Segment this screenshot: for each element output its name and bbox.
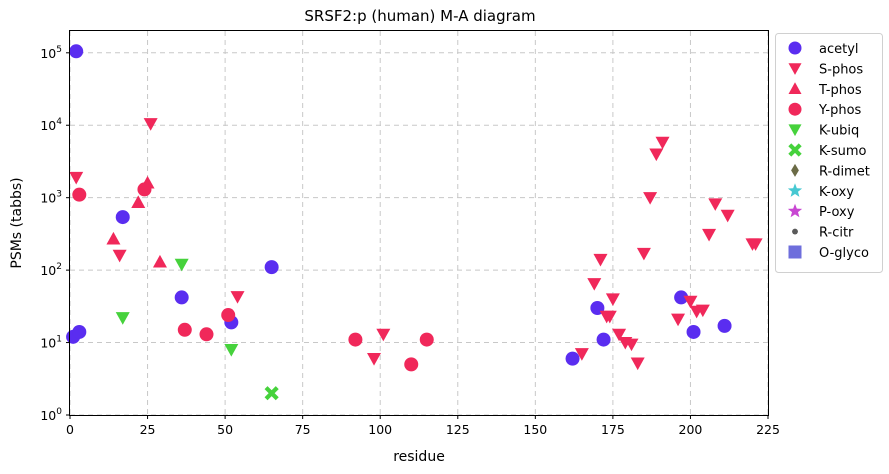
legend-marker-s-phos [788, 63, 802, 75]
data-point-acetyl [674, 290, 689, 305]
data-point-y-phos [404, 357, 419, 372]
legend-frame [775, 33, 883, 273]
data-point-acetyl [686, 324, 701, 339]
data-point-s-phos [367, 353, 382, 366]
x-tick-label: 125 [446, 422, 470, 437]
data-point-acetyl [565, 351, 580, 366]
legend-marker-k-ubiq [788, 124, 802, 137]
legend-marker-r-dimet [791, 163, 799, 177]
legend-label: Y-phos [818, 103, 862, 118]
data-point-s-phos [602, 310, 617, 324]
data-point-s-phos [143, 118, 158, 131]
legend-marker-y-phos [788, 102, 802, 116]
data-point-s-phos [655, 136, 670, 150]
y-tick-label: 101 [40, 335, 62, 351]
data-point-s-phos [649, 148, 664, 162]
x-tick-label: 25 [140, 422, 156, 437]
chart-title: SRSF2:p (human) M-A diagram [304, 7, 535, 25]
x-tick-label: 0 [66, 422, 74, 437]
data-point-k-ubiq [174, 258, 189, 272]
legend-label: T-phos [818, 83, 862, 98]
legend-marker-t-phos [788, 82, 802, 94]
data-point-acetyl [115, 210, 130, 225]
y-axis: 100 101 102 103 104 105 [40, 45, 70, 423]
data-point-s-phos [643, 192, 658, 205]
data-point-k-sumo [264, 386, 279, 401]
x-axis-label: residue [393, 449, 445, 465]
y-tick-label: 102 [40, 262, 62, 278]
legend-label: acetyl [819, 42, 859, 57]
data-point-t-phos [152, 254, 167, 268]
data-point-y-phos [137, 182, 152, 197]
y-tick-label: 104 [40, 117, 62, 133]
data-point-acetyl [264, 260, 279, 275]
legend-marker-k-sumo [788, 143, 802, 157]
data-point-acetyl [717, 318, 732, 333]
legend-label: R-citr [819, 226, 854, 241]
data-point-t-phos [106, 231, 121, 245]
legend: acetyl S-phos T-phos Y-phos K-ubiq K-sumo R-di… [775, 33, 883, 273]
legend-label: K-oxy [819, 185, 854, 200]
data-point-s-phos [636, 247, 651, 261]
x-tick-label: 75 [295, 422, 311, 437]
data-point-s-phos [605, 293, 620, 306]
data-point-s-phos [593, 253, 608, 267]
legend-label: K-ubiq [819, 124, 859, 139]
data-point-s-phos [708, 198, 723, 211]
data-point-s-phos [624, 338, 639, 352]
data-point-acetyl [174, 290, 189, 305]
plot-area [69, 30, 769, 416]
data-point-s-phos [630, 357, 645, 371]
x-tick-label: 50 [217, 422, 233, 437]
data-point-y-phos [72, 187, 87, 202]
x-tick-label: 175 [601, 422, 625, 437]
legend-label: S-phos [819, 62, 863, 77]
legend-label: O-glyco [819, 246, 869, 261]
y-tick-label: 100 [40, 407, 62, 423]
data-point-y-phos [348, 332, 363, 347]
data-point-s-phos [720, 209, 735, 223]
x-tick-label: 225 [756, 422, 780, 437]
data-point-s-phos [69, 171, 84, 185]
data-point-s-phos [702, 228, 717, 242]
data-point-t-phos [131, 195, 146, 209]
data-point-s-phos [230, 291, 245, 304]
legend-marker-k-oxy [787, 183, 803, 197]
data-point-y-phos [221, 308, 236, 323]
data-point-s-phos [376, 328, 391, 342]
data-point-y-phos [199, 327, 214, 342]
legend-label: R-dimet [819, 164, 870, 179]
y-tick-label: 103 [40, 190, 62, 206]
legend-marker-p-oxy [787, 203, 803, 218]
grid-lines [69, 31, 769, 416]
x-tick-label: 150 [523, 422, 547, 437]
y-tick-label: 105 [40, 45, 62, 61]
y-axis-label: PSMs (tabbs) [9, 177, 25, 268]
legend-label: P-oxy [819, 205, 855, 220]
data-point-s-phos [574, 348, 589, 361]
legend-marker-o-glyco [788, 245, 802, 259]
data-point-acetyl [69, 44, 84, 59]
x-axis: 0 25 50 75 100 125 150 175 200 225 [66, 415, 780, 437]
x-tick-label: 200 [679, 422, 703, 437]
data-point-acetyl [596, 332, 611, 347]
data-point-s-phos [671, 313, 686, 327]
legend-marker-r-citr [792, 228, 798, 235]
data-point-y-phos [177, 322, 192, 337]
data-point-k-ubiq [224, 343, 239, 357]
data-point-acetyl [72, 324, 87, 339]
data-point-s-phos [612, 328, 627, 342]
data-point-k-ubiq [115, 312, 130, 325]
data-point-y-phos [419, 332, 434, 347]
data-points [66, 44, 763, 401]
data-point-s-phos [748, 238, 763, 251]
data-point-s-phos [587, 278, 602, 291]
x-tick-label: 100 [368, 422, 392, 437]
data-point-s-phos [683, 295, 698, 309]
legend-marker-acetyl [788, 41, 802, 55]
legend-label: K-sumo [819, 144, 867, 159]
data-point-s-phos [112, 249, 127, 263]
data-point-s-phos [695, 304, 710, 318]
